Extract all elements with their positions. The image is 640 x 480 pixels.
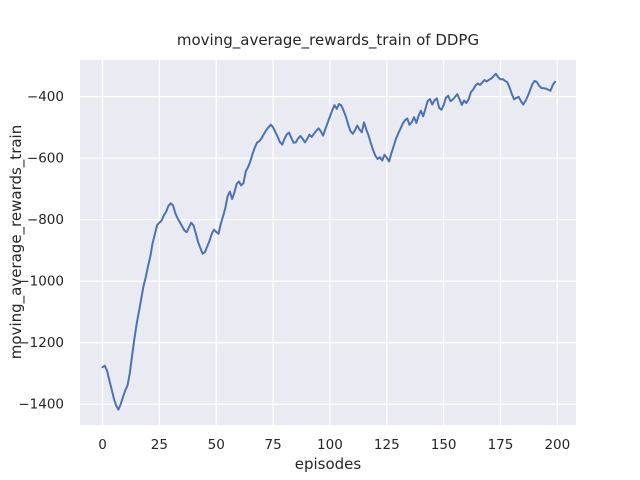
y-tick-label: −600 (27, 151, 64, 167)
series-line (101, 72, 557, 411)
y-tick-label: −800 (27, 212, 64, 228)
y-axis-label: moving_average_rewards_train (7, 124, 25, 360)
x-tick-label: 25 (151, 437, 168, 453)
x-tick-label: 125 (374, 437, 400, 453)
x-tick-label: 150 (431, 437, 457, 453)
x-tick-label: 100 (317, 437, 343, 453)
x-tick-label: 200 (544, 437, 570, 453)
x-tick-label: 0 (98, 437, 107, 453)
y-tick-label: −400 (27, 89, 64, 105)
y-tick-label: −1000 (18, 274, 64, 290)
y-tick-label: −1200 (18, 335, 64, 351)
chart-title: moving_average_rewards_train of DDPG (176, 31, 480, 49)
x-tick-label: 75 (264, 437, 281, 453)
plot-background (80, 60, 576, 425)
x-axis-label: episodes (294, 455, 362, 473)
x-tick-label: 175 (488, 437, 514, 453)
x-tick-label: 50 (208, 437, 225, 453)
y-tick-label: −1400 (18, 397, 64, 413)
